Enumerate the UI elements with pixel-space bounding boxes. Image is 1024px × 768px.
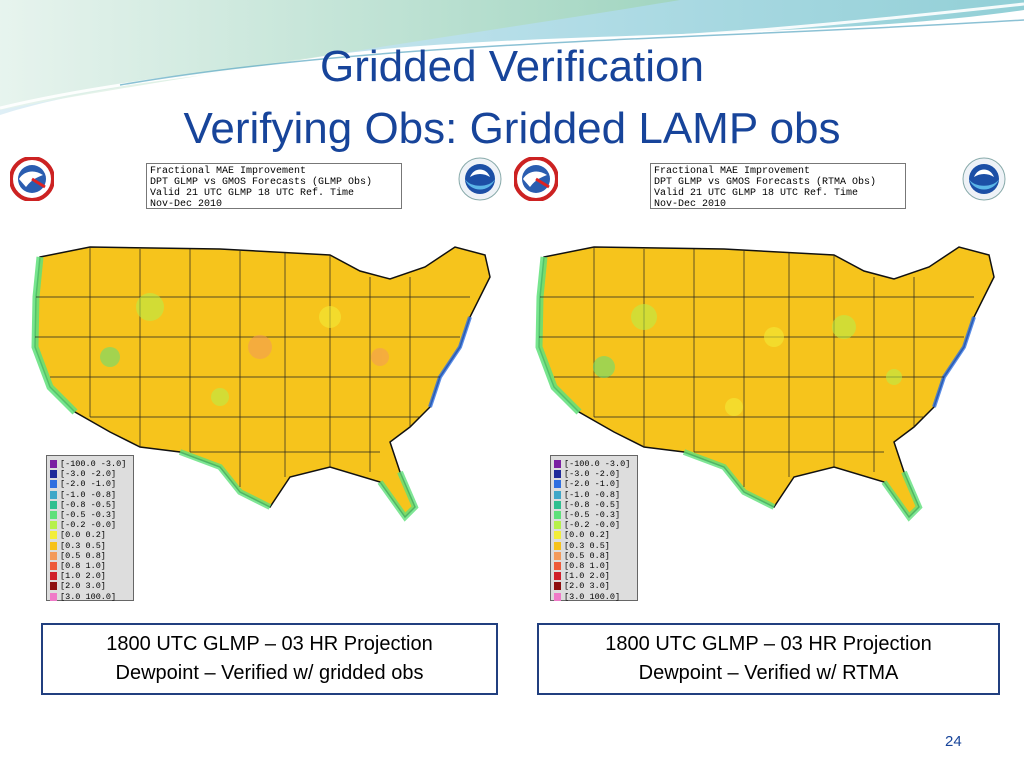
legend-label: [2.0 3.0] [564,581,610,592]
legend-label: [2.0 3.0] [60,581,106,592]
legend-item: [0.8 1.0] [554,561,634,571]
legend-item: [-0.5 -0.3] [50,510,130,520]
legend-item: [1.0 2.0] [50,571,130,581]
legend-item: [-0.2 -0.0] [50,520,130,530]
legend-label: [0.3 0.5] [60,540,106,551]
legend-item: [-2.0 -1.0] [554,479,634,489]
nws-logo-icon [10,157,54,201]
info-line: Fractional MAE Improvement [150,166,307,177]
caption-rtma: 1800 UTC GLMP – 03 HR Projection Dewpoin… [537,623,1000,695]
legend-label: [0.0 0.2] [60,530,106,541]
legend-label: [0.0 0.2] [564,530,610,541]
legend-item: [2.0 3.0] [554,581,634,591]
legend-label: [-0.8 -0.5] [60,499,117,510]
caption-line: Dewpoint – Verified w/ RTMA [638,662,899,684]
header-wave-decoration [0,0,1024,115]
info-line: Nov-Dec 2010 [654,199,727,210]
slide-title: Gridded Verification [320,42,704,91]
legend-label: [0.8 1.0] [60,560,106,571]
info-line: Nov-Dec 2010 [150,199,223,210]
legend-item: [-1.0 -0.8] [50,490,130,500]
legend-item: [-2.0 -1.0] [50,479,130,489]
noaa-logo-icon [458,157,502,201]
info-line: DPT GLMP vs GMOS Forecasts (RTMA Obs) [654,177,877,188]
legend-item: [0.8 1.0] [50,561,130,571]
legend-label: [-0.2 -0.0] [60,520,117,531]
legend-item: [-100.0 -3.0] [50,459,130,469]
legend-label: [0.5 0.8] [60,550,106,561]
legend-label: [-0.8 -0.5] [564,499,621,510]
color-legend: [-100.0 -3.0] [-3.0 -2.0] [-2.0 -1.0] [-… [46,455,134,602]
legend-label: [-0.5 -0.3] [60,510,117,521]
legend-item: [-1.0 -0.8] [554,490,634,500]
legend-item: [3.0 100.0] [50,591,130,602]
legend-label: [-100.0 -3.0] [564,459,631,470]
info-line: Fractional MAE Improvement [654,166,811,177]
legend-label: [-100.0 -3.0] [60,459,127,470]
legend-item: [-3.0 -2.0] [50,469,130,479]
legend-label: [-3.0 -2.0] [564,469,621,480]
legend-item: [-0.8 -0.5] [50,500,130,510]
legend-item: [3.0 100.0] [554,591,634,602]
legend-label: [-2.0 -1.0] [60,479,117,490]
legend-label: [0.3 0.5] [564,540,610,551]
legend-label: [-1.0 -0.8] [60,489,117,500]
legend-item: [-0.5 -0.3] [554,510,634,520]
legend-label: [-3.0 -2.0] [60,469,117,480]
legend-label: [1.0 2.0] [60,571,106,582]
legend-item: [-100.0 -3.0] [554,459,634,469]
legend-item: [0.5 0.8] [50,551,130,561]
info-line: Valid 21 UTC GLMP 18 UTC Ref. Time [654,188,859,199]
us-map-icon [31,246,491,522]
legend-item: [0.0 0.2] [554,530,634,540]
legend-label: [1.0 2.0] [564,571,610,582]
map-info-box: Fractional MAE Improvement DPT GLMP vs GM… [146,163,402,210]
legend-item: [-0.8 -0.5] [554,500,634,510]
legend-item: [0.3 0.5] [554,541,634,551]
map-info-box: Fractional MAE Improvement DPT GLMP vs GM… [650,163,906,210]
legend-label: [3.0 100.0] [564,591,621,602]
color-legend: [-100.0 -3.0] [-3.0 -2.0] [-2.0 -1.0] [-… [550,455,638,602]
legend-label: [0.5 0.8] [564,550,610,561]
us-map-icon [535,246,995,522]
legend-item: [0.0 0.2] [50,530,130,540]
page-number: 24 [945,733,962,750]
noaa-logo-icon [962,157,1006,201]
legend-label: [-2.0 -1.0] [564,479,621,490]
legend-label: [0.8 1.0] [564,560,610,571]
legend-item: [0.5 0.8] [554,551,634,561]
legend-label: [3.0 100.0] [60,591,117,602]
legend-item: [-0.2 -0.0] [554,520,634,530]
info-line: Valid 21 UTC GLMP 18 UTC Ref. Time [150,188,355,199]
slide-subtitle: Verifying Obs: Gridded LAMP obs [183,104,841,153]
legend-item: [0.3 0.5] [50,541,130,551]
legend-item: [1.0 2.0] [554,571,634,581]
legend-label: [-0.2 -0.0] [564,520,621,531]
caption-gridded-obs: 1800 UTC GLMP – 03 HR Projection Dewpoin… [41,623,498,695]
caption-line: 1800 UTC GLMP – 03 HR Projection [605,633,932,655]
map-panel-gridded-obs: Fractional MAE Improvement DPT GLMP vs GM… [10,155,510,605]
nws-logo-icon [514,157,558,201]
info-line: DPT GLMP vs GMOS Forecasts (GLMP Obs) [150,177,373,188]
caption-line: 1800 UTC GLMP – 03 HR Projection [106,633,433,655]
legend-label: [-1.0 -0.8] [564,489,621,500]
legend-item: [-3.0 -2.0] [554,469,634,479]
legend-label: [-0.5 -0.3] [564,510,621,521]
caption-line: Dewpoint – Verified w/ gridded obs [115,662,424,684]
legend-item: [2.0 3.0] [50,581,130,591]
map-panel-rtma: Fractional MAE Improvement DPT GLMP vs GM… [514,155,1014,605]
